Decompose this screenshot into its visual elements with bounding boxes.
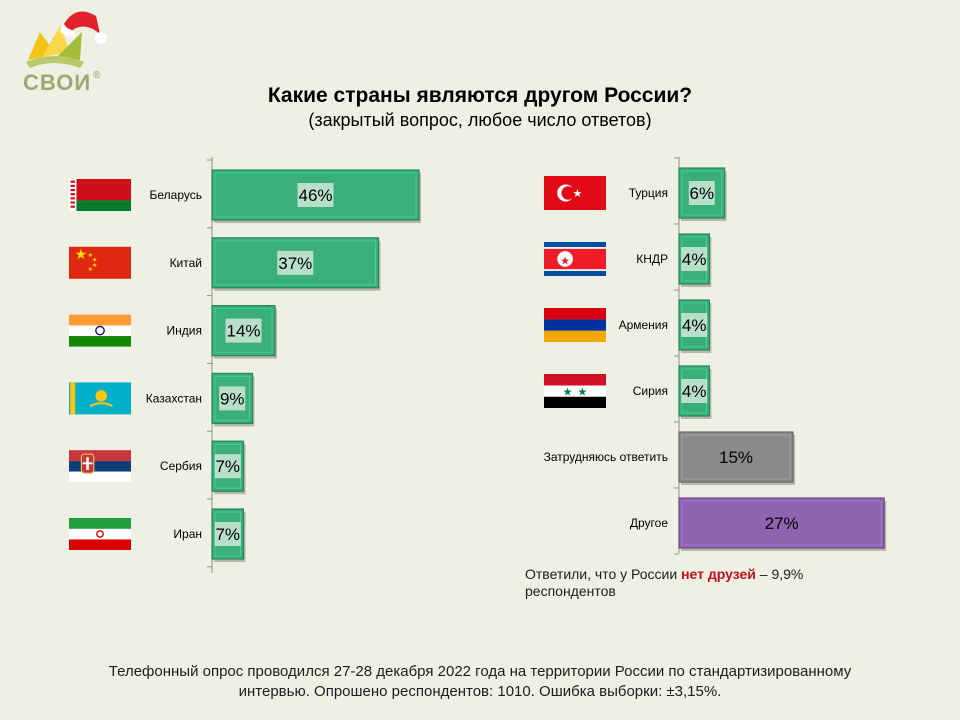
- bar-group: 7% Иран: [69, 508, 246, 562]
- value-label-box: [219, 386, 246, 411]
- value-label-box: [688, 181, 715, 205]
- category-label: Иран: [173, 527, 202, 541]
- chart-title: Какие страны являются другом России?: [267, 84, 693, 107]
- bar-group: 6% Турция ★: [544, 167, 727, 221]
- bar-group: 14% Индия: [69, 305, 277, 359]
- syria-flag-icon: ★ ★: [544, 374, 606, 408]
- belarus-flag-icon: [69, 179, 131, 211]
- north-korea-flag-icon: ★: [544, 242, 606, 276]
- category-label: Турция: [629, 186, 668, 200]
- bar: [678, 497, 885, 549]
- category-label: Другое: [630, 516, 668, 530]
- bar-bevel: [681, 500, 882, 546]
- kazakhstan-flag-icon: [69, 382, 131, 415]
- svoi-logo-icon: [26, 11, 107, 68]
- footnote-line-1: Телефонный опрос проводился 27-28 декабр…: [108, 663, 852, 680]
- svg-text:★: ★: [92, 262, 97, 269]
- value-label-box: [225, 318, 262, 343]
- bar-group: 7% Сербия: [69, 440, 246, 495]
- bar-value-label: 14%: [226, 322, 260, 341]
- category-label: Сирия: [633, 384, 668, 398]
- value-label-box: [214, 454, 241, 479]
- bar-group: 37%Китай★ ★★★★: [69, 237, 381, 291]
- bar-value-label: 4%: [682, 316, 707, 335]
- svg-text:★: ★: [75, 247, 88, 263]
- value-label-box: [681, 379, 708, 403]
- bar-group: 4%Сирия★ ★: [544, 365, 712, 419]
- survey-footnote: Телефонный опрос проводился 27-28 декабр…: [0, 662, 960, 702]
- logo-text: СВОИ ®: [23, 70, 102, 95]
- bar-value-label: 7%: [215, 457, 240, 476]
- value-label-box: [214, 522, 241, 546]
- svg-text:★: ★: [563, 385, 573, 398]
- chart-subtitle: (закрытый вопрос, любое число ответов): [308, 110, 652, 130]
- category-label: Беларусь: [150, 188, 202, 202]
- bar-value-label: 4%: [682, 382, 707, 401]
- category-label: КНДР: [636, 252, 668, 266]
- bar-group: 15% Затрудняюсь ответить: [544, 431, 795, 485]
- bar-value-label: 6%: [690, 184, 715, 203]
- svg-text:★: ★: [560, 254, 570, 267]
- value-label-box: [277, 250, 314, 275]
- bar-bevel: [214, 375, 250, 421]
- bar-bevel: [214, 172, 417, 218]
- category-label: Сербия: [160, 459, 202, 473]
- category-label: Армения: [619, 318, 668, 332]
- footnote-line-2: интервью. Опрошено респондентов: 1010. О…: [238, 683, 722, 700]
- category-label: Казахстан: [146, 391, 202, 405]
- category-label: Затрудняюсь ответить: [544, 450, 668, 464]
- svg-text:★: ★: [88, 252, 93, 259]
- svg-text:★: ★: [578, 385, 588, 398]
- value-label-box: [681, 247, 708, 271]
- category-label: Индия: [167, 324, 202, 338]
- bar-group: 9% Казахстан: [69, 372, 255, 427]
- bar-bevel: [214, 240, 376, 286]
- svg-text:★: ★: [573, 187, 583, 200]
- bar-value-label: 27%: [765, 514, 799, 533]
- bar-value-label: 7%: [215, 525, 240, 544]
- bar-bevel: [681, 170, 723, 216]
- bar-group: 4% Армения: [544, 299, 712, 353]
- bar-value-label: 46%: [298, 186, 332, 205]
- bar-value-label: 9%: [220, 389, 245, 408]
- bar: [678, 431, 794, 483]
- bar-bevel: [214, 308, 273, 354]
- bar-value-label: 15%: [719, 448, 753, 467]
- bar-group: 4% КНДР ★: [544, 233, 712, 287]
- bar-bevel: [681, 434, 791, 480]
- india-flag-icon: [69, 314, 131, 347]
- serbia-flag-icon: [69, 450, 131, 483]
- svg-text:★: ★: [88, 266, 93, 273]
- armenia-flag-icon: [544, 308, 606, 342]
- no-friends-note: Ответили, что у России нет друзей – 9,9%…: [525, 566, 804, 599]
- bar-group: 46% Беларусь: [69, 169, 421, 223]
- iran-flag-icon: [69, 518, 131, 550]
- turkey-flag-icon: ★: [544, 176, 606, 210]
- bar-value-label: 37%: [278, 254, 312, 273]
- value-label-box: [297, 183, 334, 207]
- value-label-box: [681, 313, 708, 337]
- bar-group: 27% Другое: [630, 497, 887, 551]
- bar-value-label: 4%: [682, 250, 707, 269]
- category-label: Китай: [170, 256, 202, 270]
- china-flag-icon: ★ ★★★★: [69, 246, 131, 279]
- svg-text:★: ★: [92, 256, 97, 263]
